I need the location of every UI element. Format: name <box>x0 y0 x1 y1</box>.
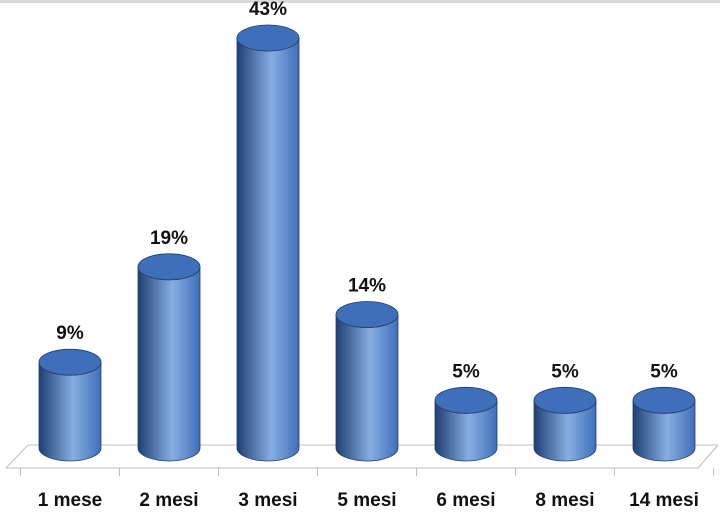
value-label: 5% <box>650 361 678 382</box>
bar-14-mesi <box>632 386 696 462</box>
category-label: 14 mesi <box>629 490 699 511</box>
bar-top <box>335 301 399 328</box>
value-label: 19% <box>150 228 188 249</box>
value-label: 43% <box>249 0 287 20</box>
category-label: 1 mese <box>38 490 102 511</box>
bar-top <box>434 386 498 414</box>
bar-top <box>632 386 696 414</box>
bar-top <box>137 253 201 281</box>
category-label: 2 mesi <box>139 490 198 511</box>
category-label: 8 mesi <box>535 490 594 511</box>
category-label: 5 mesi <box>337 490 396 511</box>
category-labels-group: 1 mese 2 mesi 3 mesi 5 mesi 6 mesi 8 mesi 14 m… <box>38 490 699 511</box>
bar-body <box>137 266 201 462</box>
bar-6-mesi <box>434 386 498 462</box>
value-label: 5% <box>452 361 480 382</box>
bar-top <box>236 24 300 52</box>
bar-3-mesi <box>236 24 300 462</box>
bar-8-mesi <box>533 386 597 462</box>
bars-group <box>38 24 696 462</box>
value-labels-group: 9% 19% 43% 14% 5% 5% 5% <box>56 0 678 382</box>
value-label: 14% <box>348 276 386 297</box>
bar-body <box>335 314 399 462</box>
top-border <box>0 0 720 3</box>
category-label: 6 mesi <box>436 490 495 511</box>
bar-body <box>236 37 300 462</box>
value-label: 5% <box>551 361 579 382</box>
bar-top <box>38 348 102 376</box>
floor-side-edge <box>697 444 719 469</box>
bar-body <box>38 362 102 462</box>
category-label: 3 mesi <box>238 490 297 511</box>
bar-2-mesi <box>137 253 201 462</box>
bar-5-mesi <box>335 301 399 462</box>
bar-top <box>533 386 597 414</box>
value-label: 9% <box>56 323 84 344</box>
bar-1-mese <box>38 348 102 462</box>
